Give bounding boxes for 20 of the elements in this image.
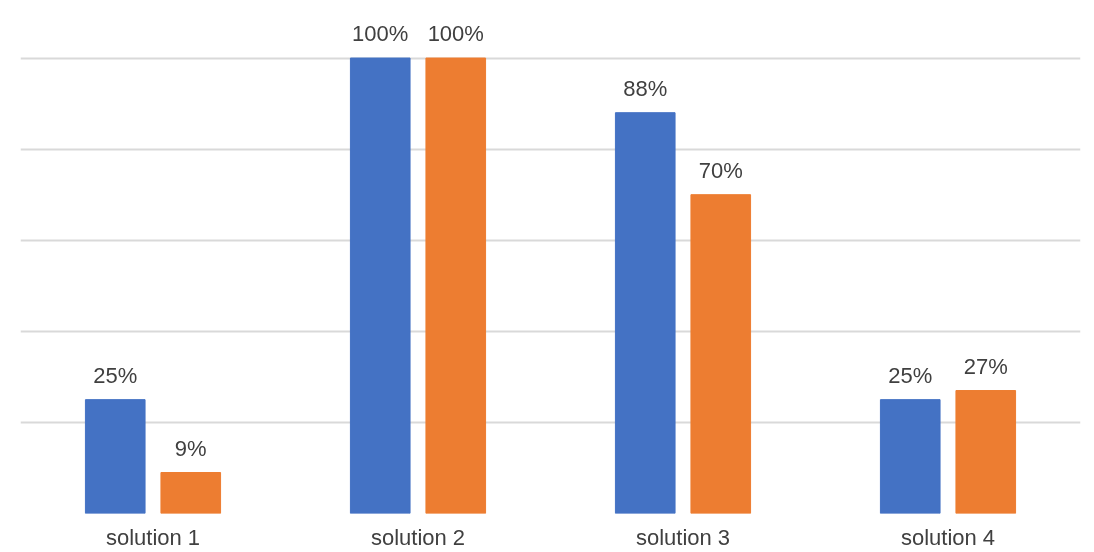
- data-label: 25%: [888, 362, 933, 388]
- x-tick-label: solution 4: [900, 524, 996, 550]
- data-label: 100%: [427, 21, 484, 47]
- data-label: 100%: [352, 21, 409, 47]
- bar: [955, 390, 1017, 514]
- data-label: 25%: [93, 362, 138, 388]
- x-tick-label: solution 2: [370, 524, 466, 550]
- data-label: 9%: [174, 435, 207, 461]
- bar: [84, 399, 146, 514]
- bar: [160, 472, 222, 514]
- data-label: 88%: [623, 75, 668, 101]
- data-label: 27%: [963, 353, 1008, 379]
- data-label: 70%: [698, 157, 743, 183]
- bar: [690, 194, 752, 514]
- bar: [425, 57, 487, 514]
- bar: [614, 112, 676, 514]
- x-tick-label: solution 1: [105, 524, 201, 550]
- bar: [879, 399, 941, 514]
- x-tick-label: solution 3: [635, 524, 731, 550]
- bar: [349, 57, 411, 514]
